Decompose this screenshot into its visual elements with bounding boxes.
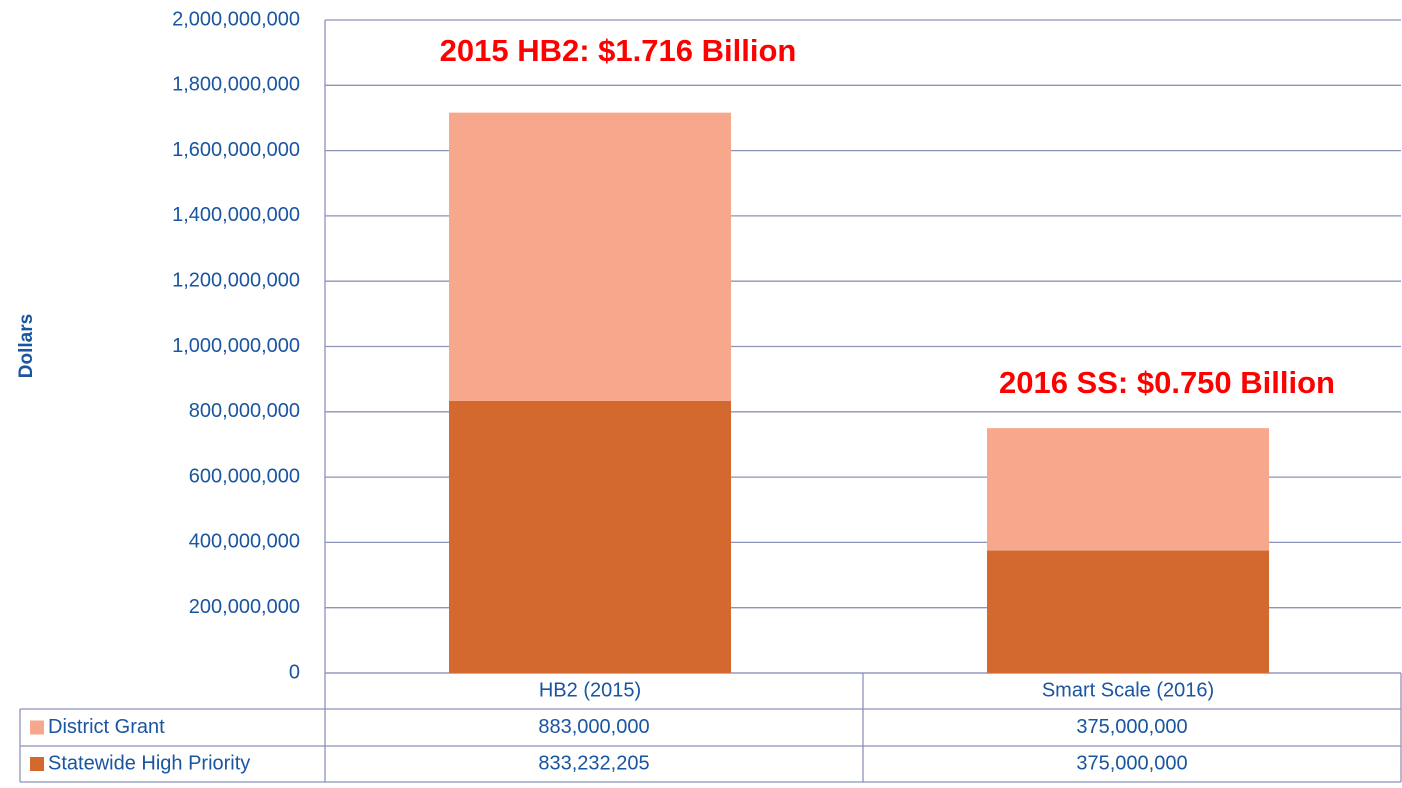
x-tick-label: Smart Scale (2016): [1042, 679, 1214, 701]
y-tick-label: 0: [289, 661, 300, 683]
legend-label: Statewide High Priority: [48, 752, 250, 774]
y-tick-label: 1,000,000,000: [172, 335, 300, 357]
y-tick-label: 200,000,000: [189, 596, 300, 618]
legend-label: District Grant: [48, 716, 165, 738]
y-tick-label: 1,400,000,000: [172, 204, 300, 226]
table-value: 883,000,000: [538, 716, 649, 738]
y-tick-label: 400,000,000: [189, 531, 300, 553]
table-value: 375,000,000: [1076, 752, 1187, 774]
y-tick-label: 1,800,000,000: [172, 74, 300, 96]
annotation: 2015 HB2: $1.716 Billion: [440, 33, 797, 68]
legend-key: [30, 757, 44, 771]
y-tick-label: 2,000,000,000: [172, 8, 300, 30]
bar-segment: [449, 400, 731, 673]
y-axis-label: Dollars: [16, 314, 37, 378]
y-tick-label: 800,000,000: [189, 400, 300, 422]
bar-segment: [449, 112, 731, 401]
table-value: 833,232,205: [538, 752, 649, 774]
y-tick-label: 1,600,000,000: [172, 139, 300, 161]
legend-key: [30, 720, 44, 735]
y-tick-label: 600,000,000: [189, 465, 300, 487]
table-value: 375,000,000: [1076, 716, 1187, 738]
annotation: 2016 SS: $0.750 Billion: [999, 365, 1335, 400]
bar-segment: [987, 550, 1269, 673]
bar-segment: [987, 428, 1269, 551]
y-tick-label: 1,200,000,000: [172, 269, 300, 291]
x-tick-label: HB2 (2015): [539, 679, 641, 701]
